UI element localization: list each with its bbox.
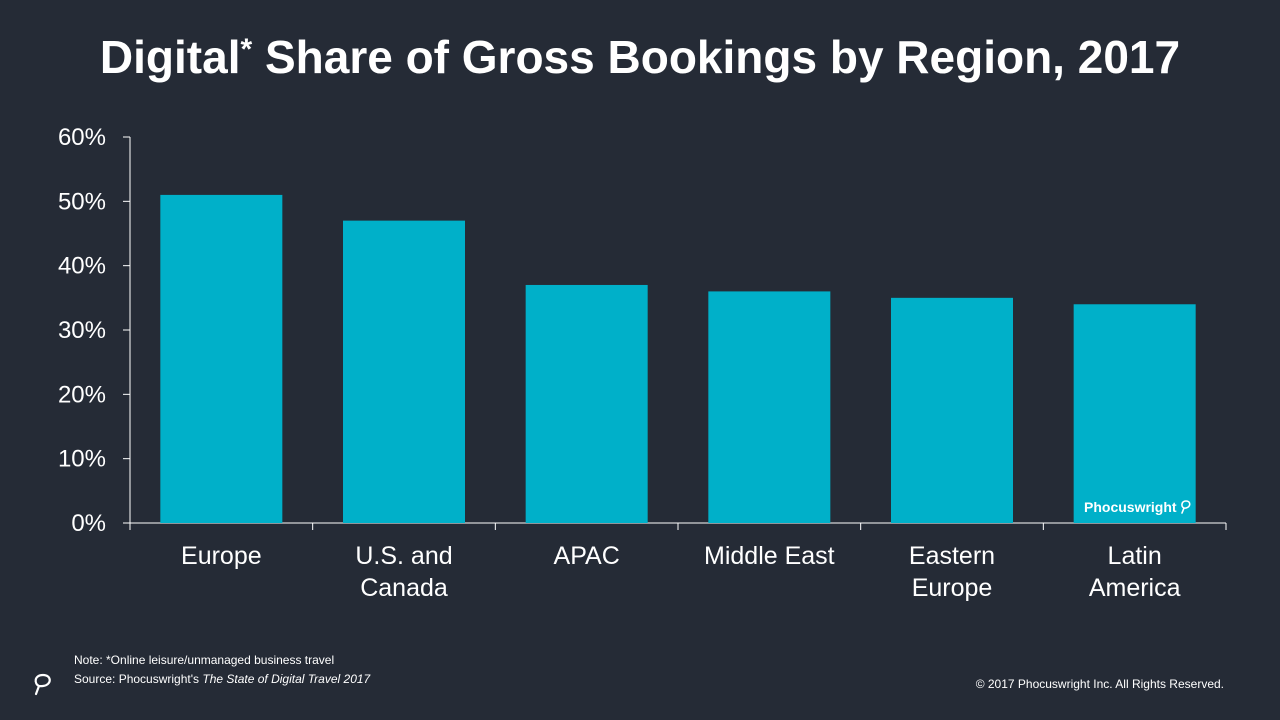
title-main: Digital xyxy=(99,31,241,83)
bar xyxy=(343,220,465,523)
title-rest: Share of Gross Bookings by Region, 2017 xyxy=(252,31,1181,83)
x-category-label: U.S. and xyxy=(355,542,452,570)
bar xyxy=(525,284,648,523)
source-prefix: Source: Phocuswright's xyxy=(74,672,203,686)
x-category-label: Europe xyxy=(181,542,262,570)
x-category-label: America xyxy=(1089,574,1181,602)
y-tick-label: 20% xyxy=(58,381,106,408)
y-tick-label: 30% xyxy=(58,317,106,344)
brand-watermark: Phocuswright xyxy=(1084,499,1193,515)
note-text: Note: *Online leisure/unmanaged business… xyxy=(74,653,335,667)
y-tick-label: 10% xyxy=(58,446,106,473)
bar xyxy=(1073,304,1196,523)
x-category-label: Eastern xyxy=(909,542,995,570)
bar xyxy=(160,194,283,523)
bar xyxy=(891,297,1013,523)
y-tick-label: 0% xyxy=(71,510,106,537)
source-title: The State of Digital Travel 2017 xyxy=(202,672,371,686)
x-category-label: Latin xyxy=(1108,542,1162,570)
bar xyxy=(708,291,831,523)
brand-logo-icon xyxy=(32,672,54,701)
chart-title: Digital* Share of Gross Bookings by Regi… xyxy=(0,30,1280,84)
phocuswright-logo-icon xyxy=(1180,500,1191,514)
footer-note: Note: *Online leisure/unmanaged business… xyxy=(74,651,370,689)
y-tick-label: 40% xyxy=(58,253,106,280)
title-asterisk: * xyxy=(240,33,253,66)
copyright-text: © 2017 Phocuswright Inc. All Rights Rese… xyxy=(975,677,1224,691)
y-tick-label: 50% xyxy=(58,188,106,215)
watermark-text: Phocuswright xyxy=(1084,499,1177,515)
x-category-label: Middle East xyxy=(704,542,835,570)
y-tick-label: 60% xyxy=(58,124,106,151)
x-category-label: APAC xyxy=(554,542,620,570)
x-category-label: Canada xyxy=(360,574,448,602)
x-category-label: Europe xyxy=(912,574,993,602)
source-text: Source: Phocuswright's The State of Digi… xyxy=(74,670,370,689)
